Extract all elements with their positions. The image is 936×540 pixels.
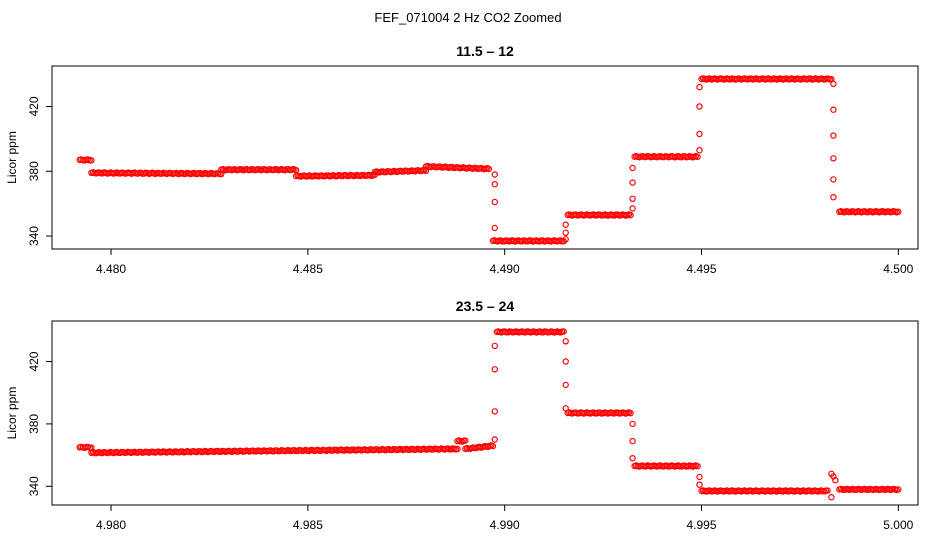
data-point bbox=[895, 208, 902, 215]
data-point bbox=[828, 494, 835, 501]
data-point bbox=[454, 445, 461, 453]
data-point bbox=[562, 221, 569, 228]
data-point bbox=[627, 211, 634, 219]
data-point bbox=[629, 437, 636, 445]
plot-frame bbox=[51, 65, 919, 250]
data-point bbox=[560, 328, 567, 335]
data-series bbox=[76, 328, 902, 501]
y-tick-label: 420 bbox=[27, 351, 41, 371]
data-point bbox=[491, 366, 498, 373]
panel-bottom: 23.5 – 24 Licor ppm 4.980 4.985 4.990 4.995 5.… bbox=[5, 298, 919, 532]
data-point bbox=[696, 83, 703, 91]
data-point bbox=[485, 165, 493, 173]
panel-top: 11.5 – 12 Licor ppm 4.480 4.485 4.490 4.495 4.… bbox=[5, 43, 919, 276]
data-point bbox=[562, 358, 569, 365]
data-point bbox=[629, 420, 636, 428]
data-point bbox=[627, 410, 634, 417]
x-tick-label: 4.995 bbox=[686, 518, 716, 532]
data-point bbox=[491, 224, 498, 232]
x-tick-label: 4.480 bbox=[96, 262, 126, 276]
data-point bbox=[562, 236, 569, 243]
x-tick-label: 4.500 bbox=[883, 262, 913, 276]
data-point bbox=[462, 437, 469, 444]
data-point bbox=[489, 442, 497, 450]
x-tick-label: 4.990 bbox=[490, 518, 520, 532]
y-tick-label: 420 bbox=[27, 96, 41, 116]
y-tick-label: 340 bbox=[27, 226, 41, 246]
data-point bbox=[491, 408, 498, 415]
y-tick-label: 380 bbox=[27, 414, 41, 434]
data-point bbox=[824, 487, 831, 494]
x-tick-label: 5.000 bbox=[883, 518, 913, 532]
data-point bbox=[629, 205, 636, 212]
data-point bbox=[629, 455, 636, 462]
data-point bbox=[562, 381, 569, 389]
x-tick-label: 4.980 bbox=[96, 518, 126, 532]
plot-frame bbox=[51, 320, 919, 506]
y-axis-label: Licor ppm bbox=[5, 387, 19, 440]
data-point bbox=[830, 132, 837, 139]
data-point bbox=[696, 473, 703, 481]
data-point bbox=[696, 130, 703, 138]
data-point bbox=[830, 193, 837, 201]
data-point bbox=[491, 436, 498, 443]
data-point bbox=[562, 229, 569, 236]
y-axis-label: Licor ppm bbox=[5, 131, 19, 184]
data-point bbox=[895, 486, 902, 493]
data-point bbox=[491, 198, 498, 206]
data-point bbox=[694, 153, 701, 161]
y-tick-label: 340 bbox=[27, 476, 41, 496]
data-point bbox=[629, 179, 636, 186]
data-point bbox=[696, 481, 703, 488]
y-tick-label: 380 bbox=[27, 161, 41, 181]
data-point bbox=[491, 171, 498, 178]
data-point bbox=[629, 195, 636, 202]
x-tick-label: 4.485 bbox=[293, 262, 323, 276]
data-point bbox=[830, 176, 837, 183]
x-tick-label: 4.490 bbox=[490, 262, 520, 276]
data-point bbox=[830, 80, 837, 88]
data-series bbox=[76, 75, 902, 245]
figure-title: FEF_071004 2 Hz CO2 Zoomed bbox=[374, 10, 561, 25]
data-point bbox=[491, 342, 498, 350]
panel-title: 11.5 – 12 bbox=[456, 43, 514, 59]
data-point bbox=[696, 146, 703, 154]
data-point bbox=[694, 463, 701, 470]
data-point bbox=[491, 180, 498, 188]
data-point bbox=[562, 338, 569, 345]
data-point bbox=[562, 405, 569, 412]
x-tick-label: 4.985 bbox=[293, 518, 323, 532]
data-point bbox=[629, 164, 636, 172]
data-point bbox=[830, 155, 837, 162]
x-tick-label: 4.495 bbox=[686, 262, 716, 276]
data-point bbox=[696, 103, 703, 110]
data-point bbox=[832, 477, 839, 484]
data-point bbox=[830, 106, 837, 113]
panel-title: 23.5 – 24 bbox=[456, 298, 515, 314]
data-point bbox=[88, 157, 95, 164]
